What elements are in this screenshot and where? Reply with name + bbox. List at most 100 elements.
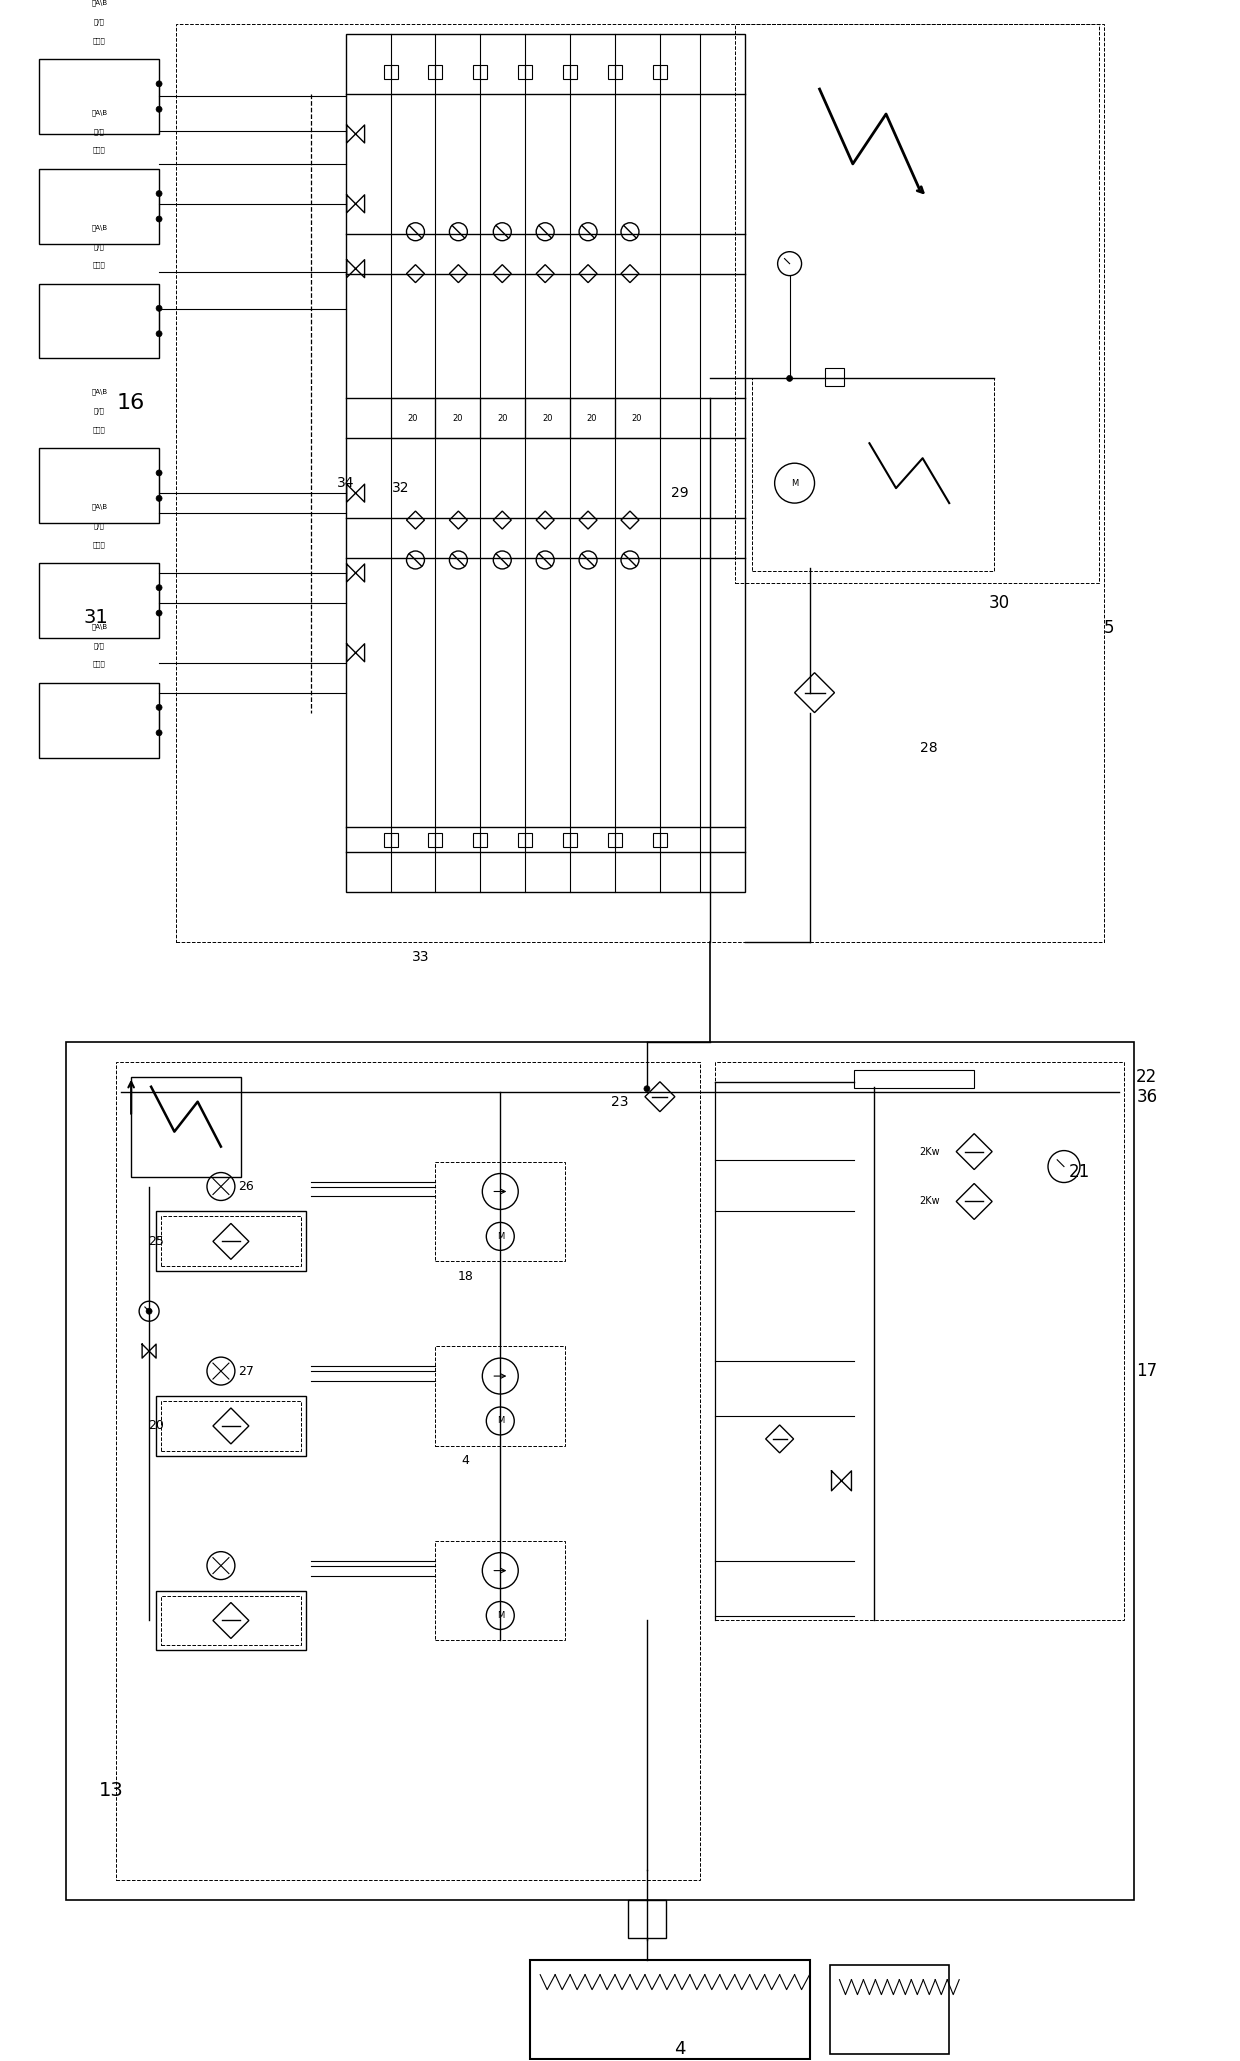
Text: 制/带: 制/带	[94, 408, 104, 414]
Bar	[474, 833, 487, 847]
Bar	[40, 447, 159, 523]
Circle shape	[156, 190, 162, 196]
Text: 液压控: 液压控	[93, 427, 105, 433]
Text: 31: 31	[84, 608, 109, 627]
Bar	[40, 682, 159, 758]
Circle shape	[156, 107, 162, 111]
Bar	[176, 25, 1104, 942]
Bar	[653, 66, 667, 78]
Circle shape	[644, 1086, 650, 1092]
Bar	[615, 398, 660, 439]
Circle shape	[156, 730, 162, 736]
Text: 4: 4	[675, 2040, 686, 2059]
Circle shape	[156, 495, 162, 501]
Text: 20: 20	[148, 1420, 164, 1432]
Bar	[429, 833, 443, 847]
Text: 17: 17	[1136, 1362, 1157, 1381]
Text: 2Kw: 2Kw	[919, 1146, 940, 1156]
Bar	[653, 833, 667, 847]
Text: 30: 30	[988, 594, 1009, 612]
Circle shape	[156, 470, 162, 476]
Bar	[526, 398, 570, 439]
Bar	[383, 66, 398, 78]
Bar	[156, 1395, 306, 1455]
Bar	[825, 369, 844, 385]
Text: 制/带: 制/带	[94, 641, 104, 649]
Text: 20: 20	[497, 414, 507, 423]
Bar	[66, 1043, 1133, 1900]
Text: M: M	[791, 478, 799, 488]
Bar	[563, 66, 577, 78]
Bar	[161, 1401, 301, 1451]
Text: 20: 20	[631, 414, 642, 423]
Text: 28: 28	[920, 740, 939, 754]
Text: 20: 20	[407, 414, 418, 423]
Bar	[161, 1216, 301, 1265]
Circle shape	[156, 610, 162, 616]
Bar	[608, 833, 622, 847]
Text: M: M	[497, 1232, 503, 1241]
Text: 口A\B: 口A\B	[92, 390, 108, 396]
Bar	[518, 833, 532, 847]
Circle shape	[156, 330, 162, 336]
Text: 4: 4	[461, 1455, 469, 1467]
Text: 26: 26	[238, 1181, 254, 1193]
Text: 20: 20	[542, 414, 552, 423]
Bar	[435, 1542, 565, 1641]
Text: 口A\B: 口A\B	[92, 622, 108, 631]
Text: 32: 32	[392, 480, 409, 495]
Bar	[40, 563, 159, 637]
Text: 23: 23	[611, 1094, 629, 1109]
Bar	[735, 25, 1099, 583]
Text: 20: 20	[453, 414, 463, 423]
Text: 液压控: 液压控	[93, 662, 105, 668]
Text: 16: 16	[117, 394, 145, 414]
Text: 液压控: 液压控	[93, 540, 105, 548]
Bar	[435, 1162, 565, 1261]
Text: 20: 20	[587, 414, 598, 423]
Text: 制/带: 制/带	[94, 521, 104, 530]
Text: 2Kw: 2Kw	[919, 1197, 940, 1206]
Bar	[570, 398, 615, 439]
Bar	[161, 1595, 301, 1645]
Circle shape	[156, 705, 162, 711]
Text: 制/带: 制/带	[94, 128, 104, 134]
Bar	[131, 1076, 241, 1177]
Circle shape	[156, 585, 162, 592]
Text: 34: 34	[337, 476, 355, 491]
Bar	[40, 169, 159, 243]
Bar	[751, 379, 994, 571]
Text: 5: 5	[1104, 618, 1114, 637]
Text: 29: 29	[671, 486, 688, 501]
Text: 液压控: 液压控	[93, 37, 105, 43]
Bar	[429, 66, 443, 78]
Bar	[156, 1591, 306, 1651]
Text: 制/带: 制/带	[94, 19, 104, 25]
Text: 13: 13	[99, 1781, 124, 1799]
Bar	[346, 35, 745, 892]
Bar	[608, 66, 622, 78]
Text: 口A\B: 口A\B	[92, 0, 108, 6]
Bar	[40, 60, 159, 134]
Bar	[435, 398, 480, 439]
Text: 制/带: 制/带	[94, 243, 104, 249]
Text: 液压控: 液压控	[93, 262, 105, 268]
Text: 33: 33	[412, 950, 429, 965]
Text: 25: 25	[148, 1235, 164, 1247]
Text: 21: 21	[1069, 1162, 1090, 1181]
Text: 27: 27	[238, 1364, 254, 1377]
Bar	[156, 1212, 306, 1272]
Bar	[518, 66, 532, 78]
Bar	[854, 1070, 975, 1088]
Bar	[714, 1061, 1123, 1620]
Bar	[435, 1346, 565, 1447]
Circle shape	[156, 305, 162, 311]
Text: M: M	[497, 1612, 503, 1620]
Bar	[117, 1061, 699, 1880]
Text: M: M	[497, 1416, 503, 1426]
Bar	[531, 1960, 810, 2059]
Circle shape	[156, 216, 162, 223]
Circle shape	[146, 1309, 153, 1315]
Bar	[563, 833, 577, 847]
Text: 22: 22	[1136, 1068, 1157, 1086]
